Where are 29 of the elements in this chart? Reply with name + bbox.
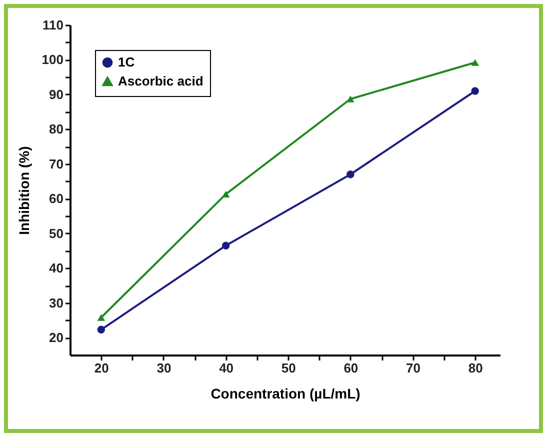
y-tick-label: 80 bbox=[49, 122, 64, 137]
point bbox=[222, 242, 230, 250]
point bbox=[346, 96, 354, 102]
x-tick-label: 20 bbox=[94, 360, 109, 376]
y-tick-label: 90 bbox=[49, 86, 64, 102]
x-axis-title: Concentration (µL/mL) bbox=[210, 386, 360, 402]
legend-label: Ascorbic acid bbox=[118, 74, 204, 88]
y-tick-label: 20 bbox=[49, 330, 64, 346]
legend-label: 1C bbox=[118, 54, 136, 70]
y-tick-label: 50 bbox=[49, 226, 64, 241]
point bbox=[222, 190, 230, 198]
y-axis-title: Inhibition (%) bbox=[16, 146, 32, 235]
y-tick-label: 30 bbox=[49, 295, 64, 310]
x-tick-label: 30 bbox=[156, 360, 172, 376]
y-tick-label: 60 bbox=[49, 191, 64, 206]
x-tick-label: 50 bbox=[281, 360, 296, 376]
point bbox=[346, 170, 354, 178]
x-tick-label: 70 bbox=[406, 360, 420, 376]
y-tick-label: 40 bbox=[49, 260, 64, 276]
x-tick-label: 40 bbox=[219, 360, 234, 376]
y-tick-label: 100 bbox=[42, 52, 64, 68]
x-tick-label: 80 bbox=[468, 360, 483, 376]
x-tick-label: 60 bbox=[344, 360, 358, 376]
point bbox=[97, 314, 106, 321]
y-tick-label: 110 bbox=[42, 18, 64, 32]
point bbox=[97, 326, 106, 334]
point bbox=[471, 87, 479, 95]
point bbox=[471, 59, 479, 66]
y-tick-label: 70 bbox=[49, 156, 64, 172]
